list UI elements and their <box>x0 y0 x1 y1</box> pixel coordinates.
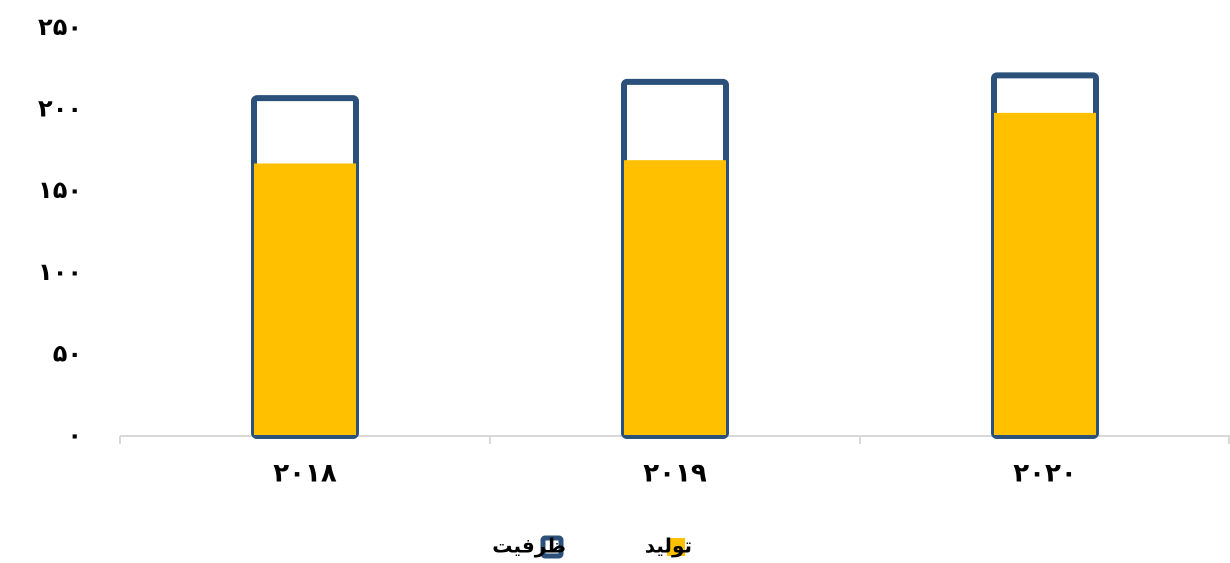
production-bar <box>624 160 726 435</box>
y-tick-label: ۱۰۰ <box>38 258 82 286</box>
x-tick-label: ۲۰۱۸ <box>273 459 337 489</box>
y-tick-label: ۲۰۰ <box>38 95 82 123</box>
x-tick-label: ۲۰۲۰ <box>1013 459 1076 489</box>
y-tick-label: ۲۵۰ <box>38 13 82 41</box>
legend-label: تولید <box>645 534 692 558</box>
production-bar <box>994 112 1096 435</box>
y-tick-label: ۱۵۰ <box>38 176 82 204</box>
x-tick-label: ۲۰۱۹ <box>643 459 707 489</box>
y-tick-label: ۵۰ <box>53 339 82 367</box>
y-tick-label: ۰ <box>67 421 82 449</box>
legend-swatch <box>540 535 564 559</box>
legend-swatch <box>667 538 685 556</box>
production-bar <box>254 163 356 435</box>
legend-label: ظرفیت <box>492 534 566 558</box>
